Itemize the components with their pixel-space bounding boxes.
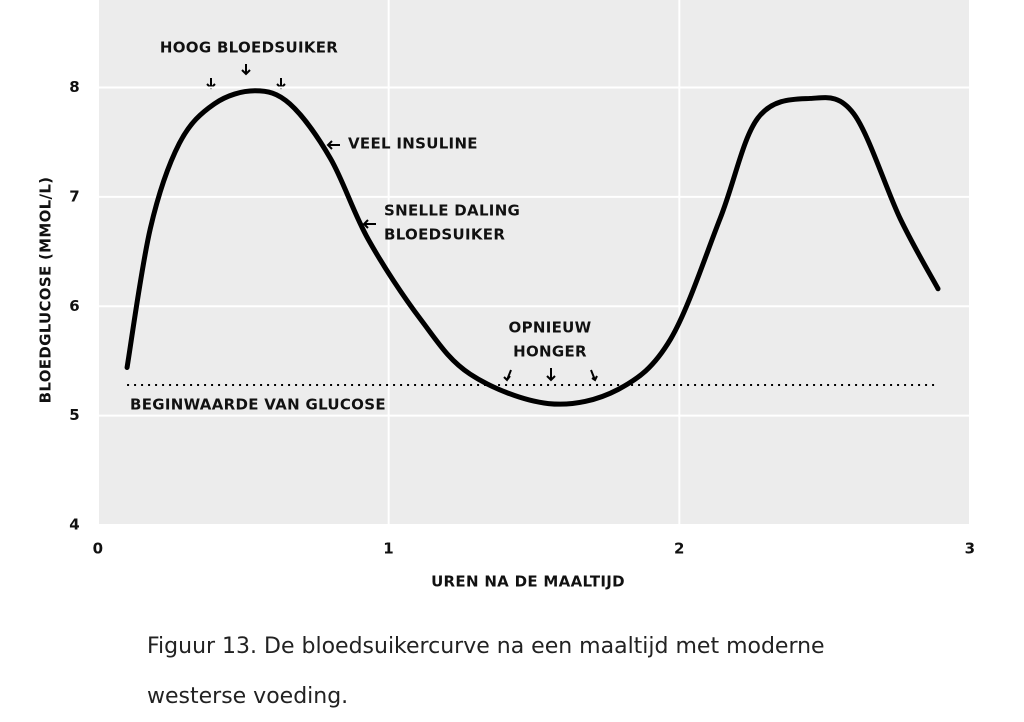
- annotation: HONGER: [513, 343, 587, 361]
- annotation: VEEL INSULINE: [348, 135, 478, 153]
- y-tick-label: 6: [69, 297, 80, 315]
- y-tick-label: 4: [69, 516, 80, 534]
- curve: [124, 88, 941, 407]
- y-axis-label: BLOEDGLUCOSE (MMOL/L): [37, 177, 55, 404]
- baseline-label: BEGINWAARDE VAN GLUCOSE: [130, 396, 386, 414]
- y-tick-label: 5: [69, 406, 80, 424]
- caption-line: Figuur 13. De bloedsuikercurve na een ma…: [147, 634, 825, 659]
- y-tick-label: 7: [69, 187, 80, 205]
- x-tick-label: 1: [383, 540, 394, 558]
- y-tick-label: 8: [69, 78, 80, 96]
- caption: Figuur 13. De bloedsuikercurve na een ma…: [147, 622, 907, 722]
- annotation: SNELLE DALING: [384, 202, 520, 220]
- x-tick-label: 0: [93, 540, 104, 558]
- x-tick-label: 3: [965, 540, 976, 558]
- annotation: BLOEDSUIKER: [384, 226, 505, 244]
- annotation: OPNIEUW: [509, 319, 592, 337]
- x-tick-label: 2: [674, 540, 685, 558]
- x-axis-label: UREN NA DE MAALTIJD: [431, 573, 625, 591]
- plot-area: [98, 0, 970, 525]
- annotation: HOOG BLOEDSUIKER: [160, 39, 338, 57]
- caption-line: westerse voeding.: [147, 684, 349, 709]
